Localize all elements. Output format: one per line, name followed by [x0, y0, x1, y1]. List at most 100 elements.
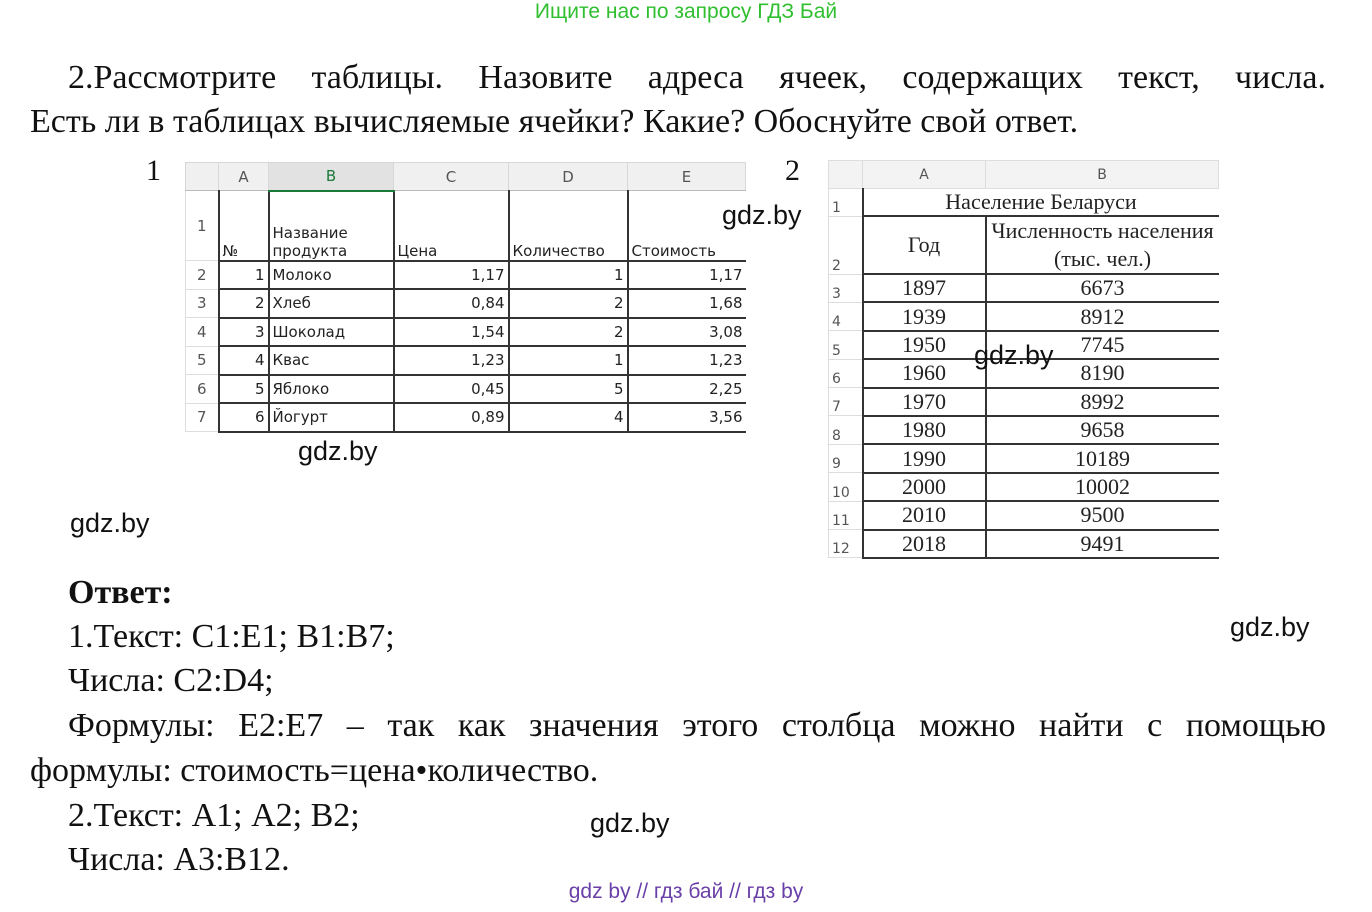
table-cell[interactable]: 3: [217, 317, 269, 347]
column-header[interactable]: A: [862, 160, 986, 189]
table-cell[interactable]: 1990: [861, 444, 986, 474]
row-header[interactable]: 2: [828, 215, 863, 275]
table-cell[interactable]: 1950: [861, 330, 986, 361]
table-cell[interactable]: 1: [507, 346, 628, 376]
table-cell[interactable]: 1,68: [626, 289, 746, 319]
select-all-corner[interactable]: [185, 162, 219, 191]
row-header[interactable]: 10: [828, 472, 863, 502]
answer-line-4: формулы: стоимость=цена•количество.: [30, 752, 599, 789]
row-header[interactable]: 12: [828, 529, 863, 559]
row-header[interactable]: 5: [828, 330, 863, 360]
row-header[interactable]: 3: [828, 273, 863, 303]
table-cell[interactable]: 10002: [984, 472, 1219, 503]
table-cell[interactable]: 6673: [984, 274, 1219, 304]
table-cell[interactable]: 8912: [984, 302, 1219, 332]
table-row: 7 6 Йогурт 0,89 4 3,56: [185, 402, 746, 433]
table-1-number: 1: [146, 154, 161, 187]
row-header[interactable]: 3: [185, 288, 219, 318]
table-cell[interactable]: 2018: [861, 529, 986, 559]
table-cell[interactable]: 1,17: [626, 260, 746, 290]
table-cell[interactable]: 2: [507, 317, 628, 347]
table-cell[interactable]: 1980: [861, 415, 986, 446]
table-cell[interactable]: Яблоко: [267, 374, 394, 404]
table-cell[interactable]: 2: [507, 289, 628, 319]
table-cell[interactable]: 2,25: [626, 374, 746, 404]
footer-links[interactable]: gdz by // гдз бай // гдз by: [568, 880, 804, 903]
row-header[interactable]: 2: [185, 260, 219, 290]
row-header[interactable]: 5: [185, 345, 219, 375]
table-cell[interactable]: 7745: [984, 330, 1219, 361]
table-cell[interactable]: 8190: [984, 359, 1219, 389]
table-cell[interactable]: 5: [507, 374, 628, 404]
header-cell[interactable]: Количество: [507, 190, 628, 262]
products-table: A B C D E 1 № Название продукта Цена Количество Ст…: [185, 162, 746, 433]
column-header[interactable]: A: [218, 162, 269, 191]
answer-line-6: Числа: А3:В12.: [68, 841, 290, 878]
table-cell[interactable]: 8992: [984, 387, 1219, 417]
table-row: 4 3 Шоколад 1,54 2 3,08: [185, 317, 746, 347]
table-cell[interactable]: 2000: [861, 472, 986, 503]
table-cell[interactable]: 1,23: [392, 346, 509, 376]
table-cell[interactable]: 1: [507, 260, 628, 290]
row-header[interactable]: 1: [185, 190, 219, 261]
header-cell[interactable]: Год: [861, 216, 986, 275]
table-cell[interactable]: 1939: [861, 302, 986, 332]
row-header[interactable]: 7: [185, 402, 219, 432]
table-cell[interactable]: 9491: [984, 529, 1219, 559]
table-cell[interactable]: 0,45: [392, 374, 509, 404]
table-cell[interactable]: 9500: [984, 501, 1219, 531]
table-cell[interactable]: 6: [217, 403, 269, 433]
table-cell[interactable]: 0,89: [392, 403, 509, 433]
table-cell[interactable]: 2: [217, 289, 269, 319]
table-cell[interactable]: 1970: [861, 387, 986, 417]
table-cell[interactable]: 9658: [984, 415, 1219, 446]
watermark: gdz.by: [298, 436, 378, 466]
table-row: 9 1990 10189: [828, 443, 1219, 474]
answer-line-5: 2.Текст: А1; А2; В2;: [68, 797, 360, 834]
column-header[interactable]: E: [627, 162, 746, 191]
header-cell[interactable]: Название продукта: [267, 190, 394, 262]
row-header[interactable]: 7: [828, 387, 863, 417]
table-cell[interactable]: 3,08: [626, 317, 746, 347]
header-cell[interactable]: №: [217, 190, 269, 262]
table-cell[interactable]: 1: [217, 260, 269, 290]
table-cell[interactable]: Шоколад: [267, 317, 394, 347]
table-cell[interactable]: 5: [217, 374, 269, 404]
column-header[interactable]: B: [985, 160, 1219, 189]
table-cell[interactable]: 4: [507, 403, 628, 433]
row-header[interactable]: 6: [185, 374, 219, 404]
table-cell[interactable]: 3,56: [626, 403, 746, 433]
answer-heading: Ответ:: [68, 574, 173, 611]
select-all-corner[interactable]: [828, 160, 863, 189]
header-cell[interactable]: Численность населения (тыс. чел.): [984, 216, 1219, 275]
table-cell[interactable]: 1,23: [626, 346, 746, 376]
column-header[interactable]: B: [268, 162, 394, 192]
title-cell[interactable]: Население Беларуси: [861, 188, 1219, 217]
table-cell[interactable]: 0,84: [392, 289, 509, 319]
table-cell[interactable]: Йогурт: [267, 403, 394, 433]
column-header[interactable]: D: [508, 162, 628, 191]
table-cell[interactable]: 4: [217, 346, 269, 376]
table-cell[interactable]: 1897: [861, 274, 986, 304]
row-header[interactable]: 6: [828, 358, 863, 389]
row-header[interactable]: 4: [828, 301, 863, 332]
table-cell[interactable]: Хлеб: [267, 289, 394, 319]
header-cell[interactable]: Цена: [392, 190, 509, 262]
table-cell[interactable]: 10189: [984, 444, 1219, 474]
table-cell[interactable]: 2010: [861, 501, 986, 531]
table-cell[interactable]: 1960: [861, 359, 986, 389]
row-header[interactable]: 1: [828, 188, 863, 217]
column-header[interactable]: C: [393, 162, 509, 191]
table-cell[interactable]: Квас: [267, 346, 394, 376]
row-header[interactable]: 4: [185, 317, 219, 347]
table-cell[interactable]: 1,17: [392, 260, 509, 290]
header-cell[interactable]: Стоимость: [626, 190, 746, 262]
table-row: 5 1950 7745: [828, 330, 1219, 361]
row-header[interactable]: 9: [828, 443, 863, 474]
row-header[interactable]: 11: [828, 500, 863, 531]
row-header[interactable]: 8: [828, 415, 863, 445]
table-cell[interactable]: Молоко: [267, 260, 394, 290]
table-row: 1 № Название продукта Цена Количество Стоимос…: [185, 190, 746, 262]
table-cell[interactable]: 1,54: [392, 317, 509, 347]
search-hint-link[interactable]: Ищите нас по запросу ГДЗ Бай: [534, 0, 838, 23]
